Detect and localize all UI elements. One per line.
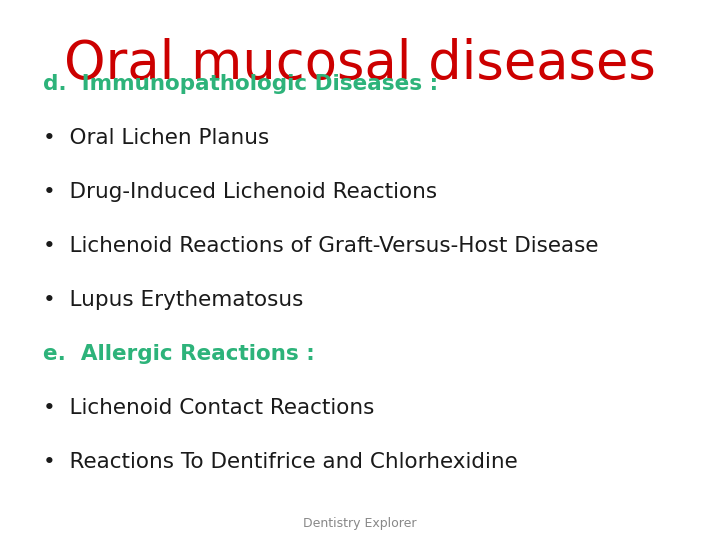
Text: e.  Allergic Reactions :: e. Allergic Reactions : [43,343,315,364]
Text: Oral mucosal diseases: Oral mucosal diseases [64,38,656,90]
Text: •  Lichenoid Contact Reactions: • Lichenoid Contact Reactions [43,397,374,418]
Text: •  Oral Lichen Planus: • Oral Lichen Planus [43,127,269,148]
Text: d.  Immunopathologic Diseases :: d. Immunopathologic Diseases : [43,73,438,94]
Text: •  Reactions To Dentifrice and Chlorhexidine: • Reactions To Dentifrice and Chlorhexid… [43,451,518,472]
Text: •  Lupus Erythematosus: • Lupus Erythematosus [43,289,304,310]
Text: •  Drug-Induced Lichenoid Reactions: • Drug-Induced Lichenoid Reactions [43,181,437,202]
Text: Dentistry Explorer: Dentistry Explorer [303,517,417,530]
Text: •  Lichenoid Reactions of Graft-Versus-Host Disease: • Lichenoid Reactions of Graft-Versus-Ho… [43,235,599,256]
